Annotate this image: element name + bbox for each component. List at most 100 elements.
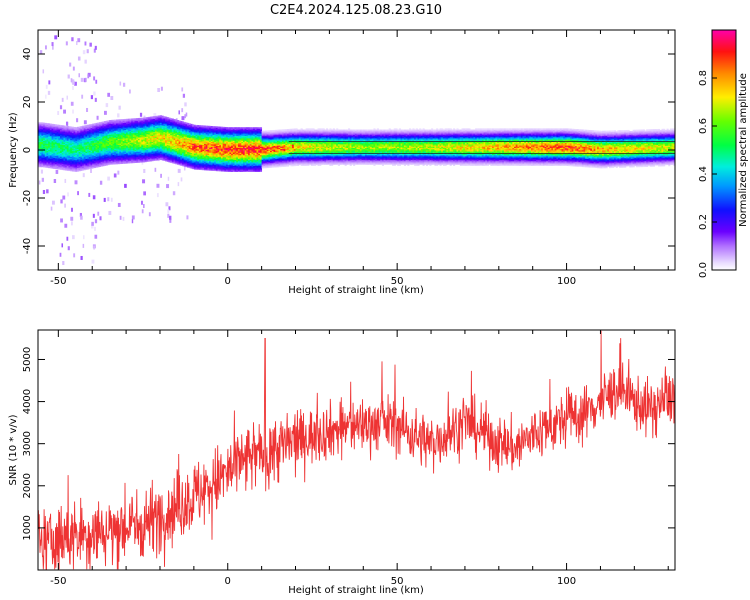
heatmap-cell: [226, 143, 229, 146]
heatmap-cell: [82, 128, 85, 130]
heatmap-cell: [122, 120, 125, 122]
heatmap-cell: [95, 157, 98, 160]
heatmap-cell: [231, 163, 234, 165]
heatmap-cell: [88, 163, 91, 166]
heatmap-cell: [98, 126, 102, 129]
heatmap-cell: [185, 148, 188, 151]
heatmap-cell: [180, 123, 183, 125]
heatmap-cell: [185, 160, 188, 163]
heatmap-cell: [232, 147, 235, 150]
heatmap-cell: [75, 159, 78, 162]
heatmap-cell: [49, 130, 52, 133]
heatmap-cell: [192, 139, 195, 142]
heatmap-cell: [148, 148, 151, 150]
heatmap-cell: [146, 148, 149, 150]
heatmap-cell: [185, 124, 188, 127]
heatmap-cell: [131, 130, 134, 133]
heatmap-cell: [85, 158, 88, 161]
heatmap-cell: [237, 129, 241, 132]
heatmap-cell: [207, 132, 210, 135]
heatmap-cell: [61, 127, 64, 130]
heatmap-cell: [121, 122, 124, 125]
heatmap-cell: [121, 153, 124, 156]
heatmap-cell: [204, 147, 207, 149]
heatmap-cell: [60, 137, 63, 139]
heatmap-cell: [183, 137, 186, 140]
heatmap-cell: [117, 150, 120, 153]
heatmap-cell: [53, 138, 56, 141]
heatmap-cell: [178, 133, 181, 136]
heatmap-cell: [188, 134, 191, 136]
heatmap-speck: [99, 216, 102, 221]
heatmap-cell: [112, 158, 115, 160]
heatmap-cell: [237, 148, 241, 151]
heatmap-cell: [122, 151, 125, 154]
heatmap-speck: [63, 109, 66, 114]
heatmap-cell: [254, 140, 257, 142]
heatmap-cell: [112, 142, 115, 145]
heatmap-cell: [244, 150, 247, 152]
heatmap-cell: [127, 122, 130, 124]
heatmap-cell: [132, 127, 135, 130]
heatmap-cell: [141, 140, 144, 143]
heatmap-cell: [76, 126, 80, 129]
heatmap-cell: [92, 127, 95, 129]
heatmap-cell: [222, 135, 225, 137]
heatmap-cell: [151, 159, 154, 162]
heatmap-cell: [90, 128, 93, 131]
heatmap-cell: [53, 158, 56, 161]
heatmap-cell: [104, 124, 107, 127]
heatmap-cell: [148, 122, 151, 125]
heatmap-cell: [83, 144, 86, 147]
heatmap-cell: [214, 143, 217, 145]
heatmap-cell: [166, 117, 169, 119]
heatmap-cell: [58, 166, 61, 169]
heatmap-speck: [108, 210, 112, 215]
heatmap-cell: [182, 151, 185, 154]
heatmap-cell: [80, 135, 83, 138]
heatmap-cell: [49, 147, 52, 150]
heatmap-cell: [222, 165, 225, 167]
heatmap-cell: [54, 137, 58, 140]
heatmap-cell: [224, 128, 227, 130]
heatmap-cell: [43, 131, 46, 133]
heatmap-cell: [88, 161, 91, 164]
heatmap-cell: [251, 146, 254, 148]
heatmap-cell: [132, 145, 135, 148]
heatmap-cell: [219, 151, 222, 154]
heatmap-cell: [205, 141, 208, 143]
heatmap-cell: [244, 162, 247, 164]
heatmap-cell: [93, 129, 97, 131]
heatmap-cell: [219, 141, 222, 143]
heatmap-cell: [209, 145, 212, 147]
heatmap-cell: [249, 148, 252, 151]
heatmap-cell: [231, 160, 234, 163]
heatmap-cell: [175, 136, 178, 138]
heatmap-cell: [222, 146, 225, 148]
heatmap-cell: [188, 155, 191, 158]
heatmap-cell: [217, 161, 220, 163]
heatmap-cell: [200, 140, 203, 143]
heatmap-cell: [134, 121, 137, 124]
heatmap-cell: [115, 156, 119, 159]
heatmap-cell: [43, 126, 46, 128]
heatmap-cell: [76, 146, 80, 148]
heatmap-cell: [109, 132, 112, 134]
heatmap-cell: [63, 131, 66, 134]
heatmap-cell: [215, 168, 218, 170]
heatmap-cell: [171, 125, 174, 128]
heatmap-cell: [207, 152, 210, 154]
heatmap-cell: [249, 136, 252, 139]
heatmap-cell: [129, 140, 132, 142]
heatmap-cell: [251, 132, 254, 134]
heatmap-cell: [148, 121, 151, 124]
heatmap-cell: [236, 145, 239, 147]
heatmap-cell: [220, 166, 224, 168]
heatmap-cell: [49, 153, 52, 156]
heatmap-cell: [129, 159, 132, 161]
heatmap-cell: [66, 152, 69, 154]
heatmap-cell: [226, 163, 229, 165]
heatmap-cell: [190, 156, 193, 158]
heatmap-cell: [100, 147, 103, 149]
heatmap-cell: [185, 147, 188, 150]
